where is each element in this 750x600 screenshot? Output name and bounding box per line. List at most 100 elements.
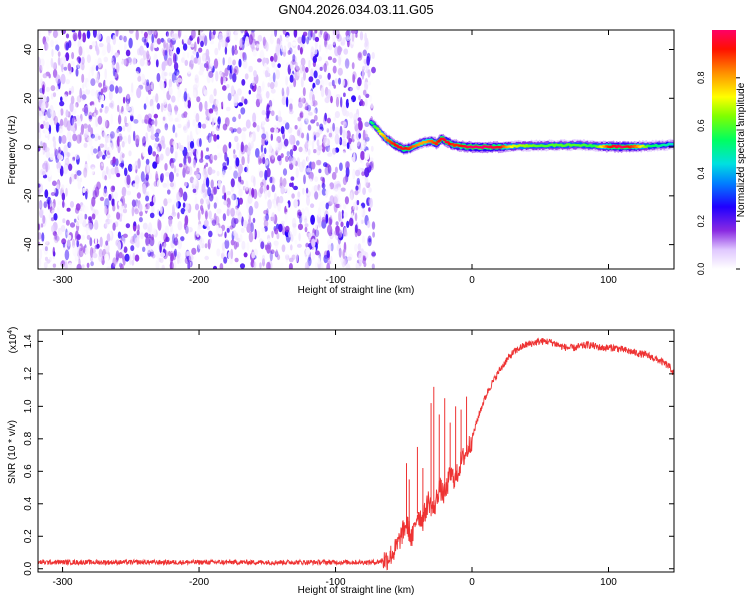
- noise-cell: [327, 244, 332, 252]
- noise-cell: [102, 131, 106, 139]
- noise-cell: [86, 30, 91, 39]
- noise-cell: [249, 133, 254, 143]
- noise-cell: [332, 38, 336, 46]
- noise-cell: [152, 195, 158, 205]
- noise-cell: [132, 183, 137, 194]
- noise-cell: [112, 185, 115, 191]
- noise-cell: [310, 203, 315, 208]
- noise-cell: [75, 102, 79, 108]
- noise-cell: [272, 177, 276, 185]
- noise-cell: [280, 185, 285, 195]
- noise-cell: [313, 246, 316, 252]
- noise-cell: [228, 83, 232, 88]
- noise-cell: [140, 30, 144, 34]
- y-tick-label: 40: [23, 44, 34, 56]
- noise-cell: [359, 205, 363, 217]
- noise-cell: [330, 95, 333, 104]
- noise-cell: [236, 127, 242, 134]
- noise-cell: [235, 205, 239, 210]
- noise-cell: [173, 33, 179, 41]
- noise-cell: [38, 30, 42, 39]
- noise-cell: [300, 132, 305, 139]
- y-tick-label: 1.4: [23, 334, 34, 348]
- noise-cell: [360, 219, 364, 224]
- noise-cell: [60, 108, 64, 116]
- noise-cell: [196, 230, 200, 238]
- noise-cell: [267, 82, 271, 88]
- noise-cell: [271, 230, 274, 239]
- noise-cell: [91, 41, 96, 47]
- noise-cell: [167, 57, 173, 67]
- noise-cell: [333, 216, 338, 222]
- noise-cell: [134, 71, 140, 78]
- noise-cell: [49, 153, 55, 161]
- x-tick-label: -100: [326, 577, 346, 588]
- noise-cell: [340, 221, 344, 228]
- noise-cell: [78, 258, 81, 268]
- noise-cell: [149, 212, 155, 219]
- noise-cell: [70, 60, 75, 66]
- noise-cell: [208, 230, 213, 238]
- noise-cell: [318, 31, 322, 38]
- noise-cell: [280, 153, 284, 159]
- noise-cell: [230, 239, 235, 246]
- noise-cell: [323, 63, 327, 73]
- noise-cell: [140, 171, 145, 183]
- noise-cell: [337, 33, 340, 40]
- noise-cell: [222, 144, 228, 155]
- noise-cell: [311, 161, 316, 170]
- noise-cell: [92, 190, 97, 200]
- noise-cell: [155, 59, 159, 68]
- noise-cell: [264, 190, 268, 200]
- noise-cell: [91, 66, 94, 77]
- noise-cell: [325, 213, 329, 224]
- noise-cell: [166, 179, 169, 190]
- noise-cell: [57, 125, 64, 134]
- noise-cell: [142, 183, 147, 195]
- noise-cell: [95, 73, 100, 82]
- noise-cell: [195, 112, 200, 123]
- noise-cell: [325, 202, 329, 210]
- noise-cell: [115, 158, 119, 167]
- noise-cell: [152, 151, 157, 157]
- noise-cell: [204, 155, 210, 160]
- noise-cell: [306, 104, 312, 112]
- noise-cell: [323, 162, 328, 168]
- noise-cell: [218, 102, 222, 110]
- noise-cell: [262, 105, 268, 111]
- noise-cell: [148, 149, 151, 156]
- noise-cell: [233, 93, 239, 103]
- noise-cell: [230, 178, 235, 188]
- noise-cell: [81, 94, 87, 100]
- noise-cell: [219, 263, 224, 269]
- noise-cell: [216, 208, 222, 214]
- noise-cell: [223, 200, 228, 206]
- noise-cell: [40, 124, 44, 129]
- noise-cell: [318, 74, 323, 80]
- noise-cell: [233, 170, 239, 179]
- noise-cell: [319, 79, 325, 90]
- noise-cell: [70, 115, 74, 126]
- noise-cell: [227, 64, 231, 71]
- noise-cell: [361, 171, 365, 176]
- noise-cell: [66, 152, 71, 158]
- noise-cell: [291, 143, 294, 150]
- noise-cell: [99, 163, 105, 171]
- noise-cell: [266, 167, 271, 178]
- noise-cell: [187, 38, 192, 46]
- noise-cell: [369, 161, 373, 169]
- noise-cell: [106, 213, 111, 219]
- noise-cell: [168, 72, 173, 77]
- noise-cell: [153, 30, 158, 39]
- noise-cell: [327, 147, 332, 155]
- noise-cell: [42, 73, 48, 79]
- noise-cell: [369, 197, 373, 208]
- noise-cell: [48, 30, 52, 34]
- noise-cell: [356, 141, 361, 150]
- noise-cell: [99, 196, 105, 202]
- noise-cell: [288, 263, 293, 269]
- noise-cell: [232, 73, 237, 83]
- noise-cell: [166, 31, 172, 41]
- noise-cell: [170, 162, 175, 169]
